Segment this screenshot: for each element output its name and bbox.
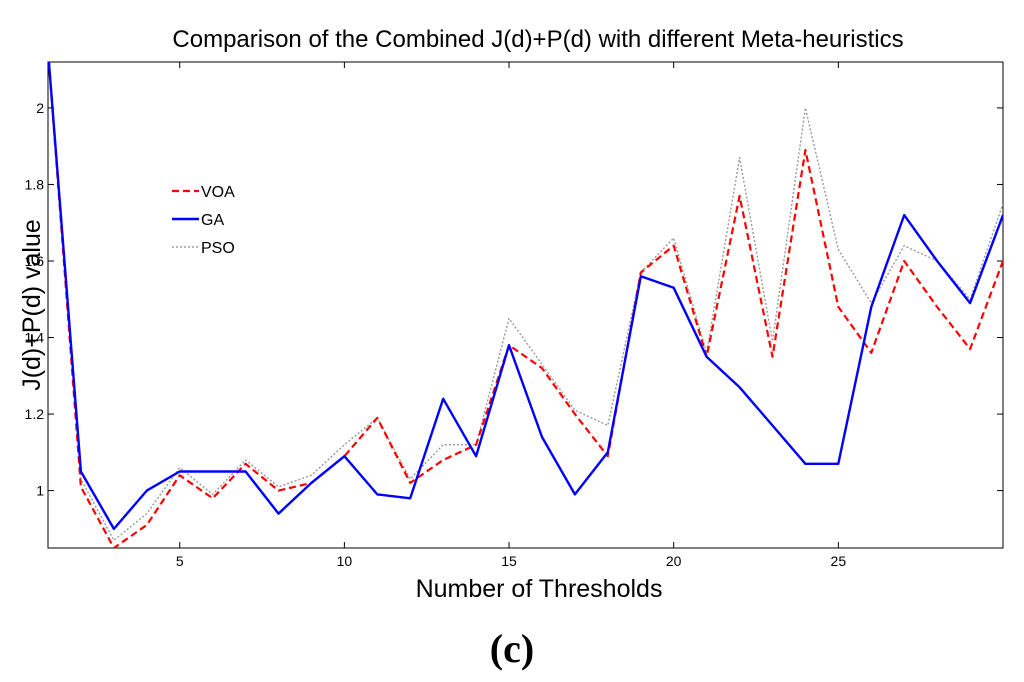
plot-frame [47, 61, 1004, 549]
x-tick-label: 10 [337, 553, 353, 569]
figure-caption: (c) [490, 626, 534, 671]
y-tick-label: 1.4 [25, 330, 45, 346]
legend-label-ga: GA [201, 212, 224, 229]
legend-label-voa: VOA [201, 184, 235, 201]
y-tick-label: 1.8 [25, 176, 45, 192]
y-tick-label: 2 [36, 100, 44, 116]
y-axis-ticks: 1 1.2 1.4 1.6 1.8 2 [25, 100, 1003, 499]
x-tick-label: 5 [176, 553, 184, 569]
series-lines [48, 62, 1003, 548]
x-tick-label: 20 [666, 553, 682, 569]
series-line-voa [48, 62, 1003, 548]
x-axis-label: Number of Thresholds [416, 575, 663, 603]
x-tick-label: 25 [831, 553, 847, 569]
y-tick-label: 1 [36, 483, 44, 499]
legend-box [165, 175, 258, 270]
x-tick-label: 15 [501, 553, 517, 569]
legend: VOA GA PSO [165, 175, 258, 270]
y-axis-label: J(d)+P(d) value [18, 219, 46, 391]
legend-label-pso: PSO [201, 240, 235, 257]
y-tick-label: 1.6 [25, 253, 45, 269]
y-tick-label: 1.2 [25, 406, 45, 422]
plot-area: 5 10 15 20 25 1 1.2 1.4 1.6 1.8 2 [25, 61, 1004, 569]
series-line-ga [48, 62, 1003, 531]
series-line-pso [48, 62, 1003, 541]
chart-title: Comparison of the Combined J(d)+P(d) wit… [172, 26, 903, 53]
x-axis-ticks: 5 10 15 20 25 [176, 62, 847, 569]
